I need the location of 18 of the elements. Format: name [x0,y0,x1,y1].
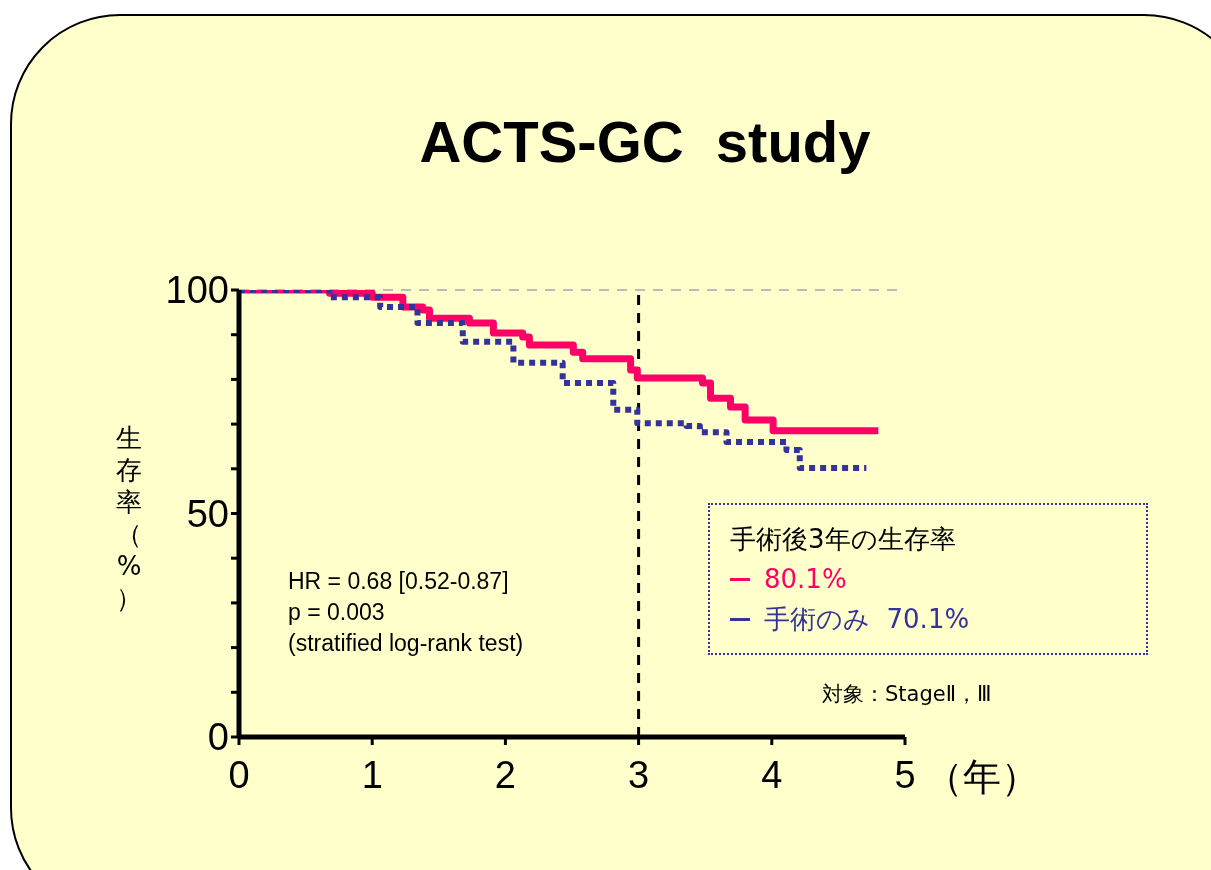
chart-title: ACTS-GC study [418,108,872,175]
x-tick-label: 4 [761,753,783,796]
annotation: (stratified log-rank test) [288,629,524,658]
y-tick-label: 50 [186,492,229,535]
x-tick-label: 5 [894,753,916,796]
x-tick-label: 2 [494,753,516,796]
annotation: HR = 0.68 [0.52-0.87] [288,567,510,596]
legend-title: 手術後3年の生存率 [730,523,957,556]
legend-label: 手術のみ 70.1% [764,603,970,636]
annotation: p = 0.003 [288,598,386,627]
y-tick-label: 0 [207,716,229,759]
x-axis-title: （年） [925,754,1039,801]
legend-label: 80.1% [764,563,847,596]
annotation: 対象：StageⅡ，Ⅲ [822,681,992,708]
x-tick-label: 3 [628,753,650,796]
x-tick-label: 1 [361,753,383,796]
y-axis-title: 生存率（%） [115,422,143,614]
y-tick-label: 100 [165,269,229,312]
